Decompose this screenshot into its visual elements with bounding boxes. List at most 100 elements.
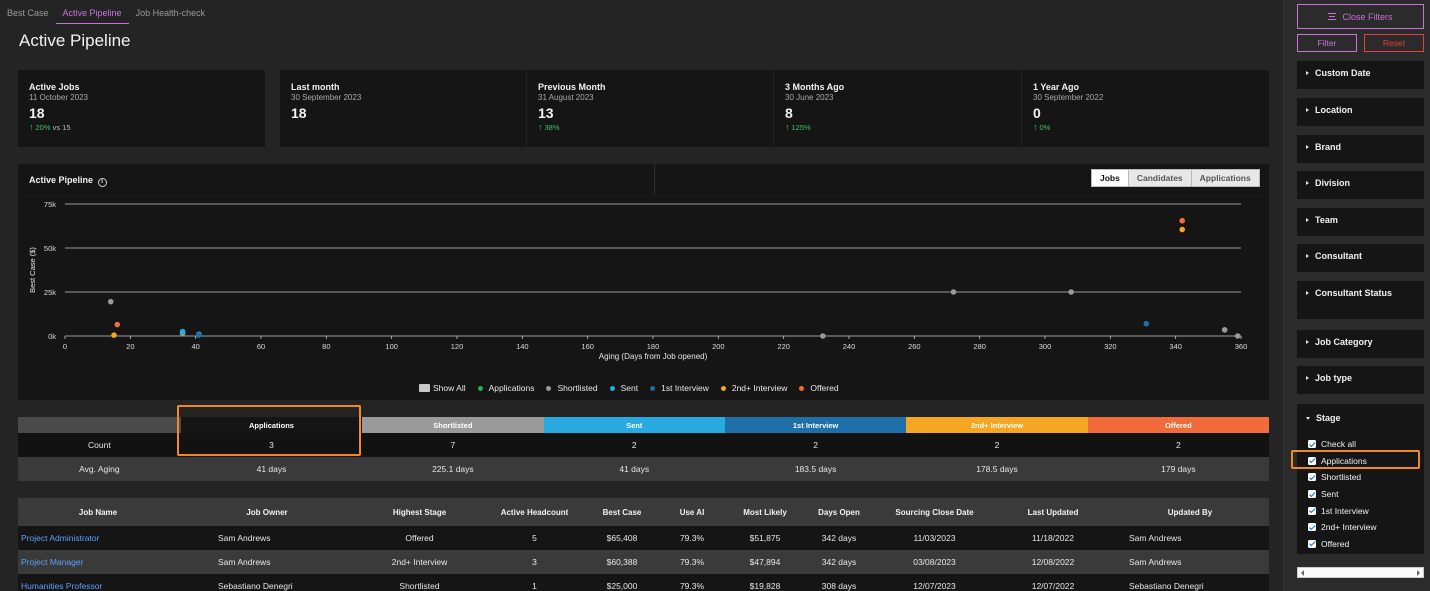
toggle-applications[interactable]: Applications [1190,170,1259,186]
data-point[interactable] [820,333,826,339]
column-header[interactable]: Last Updated [1027,507,1079,517]
filter-section[interactable]: Job Category [1297,330,1424,358]
stage-option[interactable]: Check all [1308,436,1377,453]
legend-item[interactable]: Shortlisted [546,383,598,393]
stage-filter-header[interactable]: Stage [1297,404,1424,423]
job-name-link[interactable]: Project Administrator [21,533,100,543]
close-filters-label: Close Filters [1342,11,1393,22]
chart-header-divider [654,164,655,195]
table-cell: 03/08/2023 [913,557,956,567]
job-name-link[interactable]: Humanities Professor [21,581,103,591]
legend-item[interactable]: Applications [477,383,534,393]
column-header[interactable]: Best Case [602,507,642,517]
close-filters-button[interactable]: Close Filters [1297,4,1424,29]
stage-filter-section: Stage Check all Applications Shortlisted Se… [1297,404,1424,554]
data-point[interactable] [1143,320,1150,327]
filter-button[interactable]: Filter [1297,34,1357,52]
legend-item[interactable]: Offered [799,383,839,393]
checkbox-checked-icon[interactable] [1308,473,1316,482]
chart-panel: Active Pipeline i Jobs Candidates Applic… [18,164,1269,400]
caret-right-icon [1306,376,1309,380]
column-header[interactable]: Sourcing Close Date [895,507,974,517]
checkbox-checked-icon[interactable] [1308,456,1316,465]
table-cell: 79.3% [679,557,705,567]
stage-option[interactable]: Shortlisted [1308,469,1377,486]
column-header[interactable]: Use AI [679,507,705,517]
legend-label: Shortlisted [557,383,598,393]
y-tick-label: 25k [44,288,56,297]
toggle-jobs[interactable]: Jobs [1092,170,1128,186]
scroll-right-icon[interactable] [1417,570,1420,576]
reset-button[interactable]: Reset [1364,34,1424,52]
table-cell: Sebastiano Denegri [218,581,293,591]
checkbox-checked-icon[interactable] [1308,523,1316,532]
checkbox-checked-icon[interactable] [1308,506,1316,515]
legend-item[interactable]: 2nd+ Interview [720,383,788,393]
stat-card: Previous Month 31 August 2023 13 ↑ 38% [527,70,773,147]
legend-item[interactable]: Sent [609,383,638,393]
filter-section[interactable]: Team [1297,208,1424,236]
stage-option[interactable]: 1st Interview [1308,502,1377,519]
data-point[interactable] [196,332,202,338]
data-point[interactable] [114,321,121,328]
checkbox-checked-icon[interactable] [1308,490,1316,499]
stage-option[interactable]: Offered [1308,536,1377,553]
data-point[interactable] [950,289,957,295]
column-header[interactable]: Job Owner [246,507,288,517]
column-header[interactable]: Most Likely [743,507,787,517]
tab-job-health-check[interactable]: Job Health-check [135,8,206,18]
chart-mode-toggle: Jobs Candidates Applications [1091,169,1260,187]
data-point[interactable] [111,332,117,338]
data-point[interactable] [1221,327,1228,333]
table-row[interactable]: Project Administrator Sam Andrews Offered 5… [18,526,1269,550]
data-point[interactable] [179,328,186,335]
stage-option[interactable]: Sent [1308,486,1377,503]
checkbox-checked-icon[interactable] [1308,539,1316,548]
column-header[interactable]: Highest Stage [392,507,447,517]
horizontal-scrollbar[interactable] [1297,567,1424,578]
toggle-candidates[interactable]: Candidates [1127,170,1191,186]
filter-section[interactable]: Consultant [1297,244,1424,272]
table-row[interactable]: Humanities Professor Sebastiano Denegri Sh… [18,574,1269,591]
tab-best-case[interactable]: Best Case [7,8,49,18]
filter-section[interactable]: Location [1297,98,1424,126]
data-point[interactable] [107,298,114,305]
stage-header-cell: Offered [1087,417,1270,433]
job-name-link[interactable]: Project Manager [21,557,84,567]
scroll-left-icon[interactable] [1301,570,1304,576]
filter-section[interactable]: Custom Date [1297,61,1424,89]
data-point[interactable] [1179,217,1185,224]
filter-section[interactable]: Division [1297,171,1424,199]
column-header[interactable]: Job Name [78,507,118,517]
data-point[interactable] [1179,226,1185,233]
caret-right-icon [1306,71,1309,75]
stage-header-cell: Sent [543,417,725,433]
column-header[interactable]: Days Open [818,507,860,517]
data-point[interactable] [1068,289,1074,295]
y-tick-label: 75k [44,200,56,209]
column-header[interactable]: Updated By [1167,507,1213,517]
stat-value: 18 [291,105,307,121]
x-tick-label: 300 [1039,342,1052,351]
info-icon[interactable]: i [97,178,107,187]
stage-count-cell: 2 [813,440,818,450]
filter-panel: Close Filters Filter Reset Custom Date Lo… [1283,0,1430,591]
legend-label: 2nd+ Interview [731,383,788,393]
filter-section[interactable]: Consultant Status [1297,281,1424,319]
table-row[interactable]: Project Manager Sam Andrews 2nd+ Interview… [18,550,1269,574]
legend-show-all[interactable]: Show All [419,383,466,393]
stat-value: 18 [29,105,45,121]
caret-right-icon [1306,181,1309,185]
filter-section-label: Location [1315,105,1353,115]
x-tick-label: 200 [712,342,725,351]
stage-option[interactable]: Applications [1308,453,1377,470]
checkbox-checked-icon[interactable] [1308,440,1316,449]
data-point[interactable] [1234,333,1241,339]
tab-active-pipeline[interactable]: Active Pipeline [55,0,129,24]
legend-item[interactable]: 1st Interview [650,383,709,393]
filter-section[interactable]: Brand [1297,135,1424,163]
tab-bar: Best Case Active Pipeline Job Health-che… [0,0,212,24]
column-header[interactable]: Active Headcount [500,507,569,517]
stage-option[interactable]: 2nd+ Interview [1308,519,1377,536]
filter-section[interactable]: Job type [1297,366,1424,394]
